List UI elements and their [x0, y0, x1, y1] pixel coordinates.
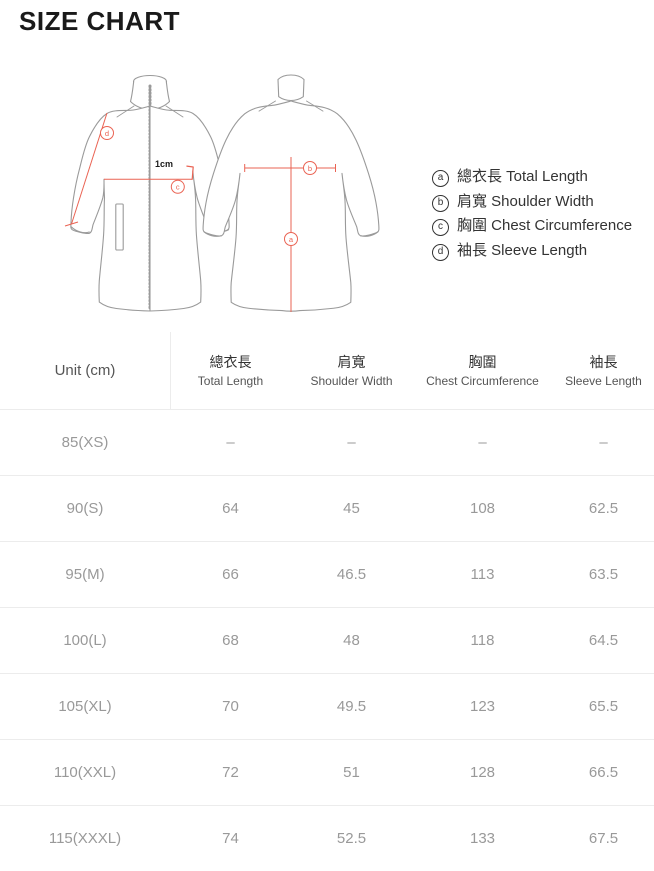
svg-text:b: b	[308, 164, 312, 173]
svg-text:d: d	[105, 129, 109, 138]
svg-text:c: c	[176, 183, 180, 192]
svg-text:1cm: 1cm	[155, 159, 173, 169]
